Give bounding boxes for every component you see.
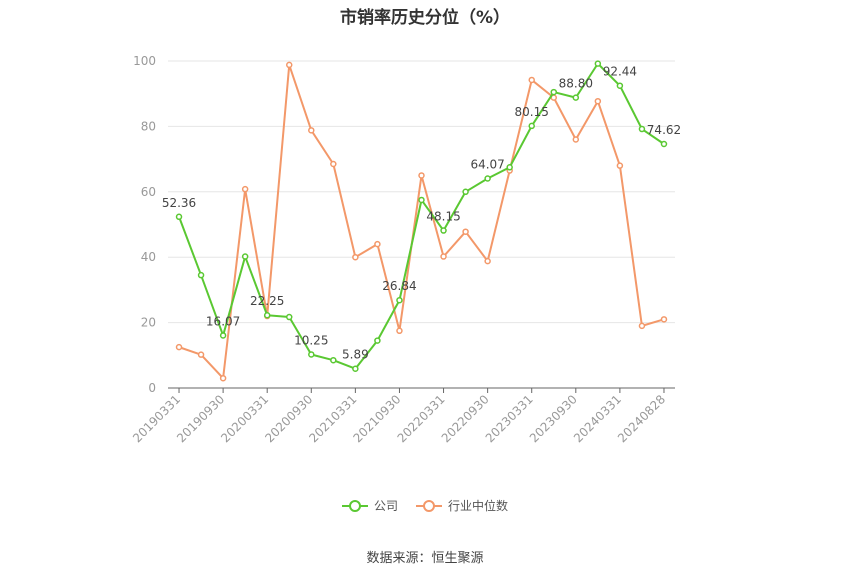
industry-point bbox=[638, 322, 646, 330]
industry-point bbox=[462, 228, 469, 235]
company-point bbox=[241, 253, 249, 260]
data-label: 22.25 bbox=[250, 294, 284, 308]
company-point bbox=[263, 311, 271, 319]
company-point bbox=[197, 271, 205, 279]
data-labels: 52.36 16.07 22.25 10.25 5.89 26.84 48.15 64.07 8… bbox=[162, 65, 681, 362]
data-label: 88.80 bbox=[559, 77, 593, 91]
industry-point bbox=[219, 374, 227, 382]
company-point bbox=[440, 227, 447, 234]
legend: 公司 行业中位数 bbox=[0, 497, 850, 514]
data-label: 16.07 bbox=[206, 314, 240, 328]
industry-line bbox=[178, 63, 665, 380]
industry-point bbox=[330, 160, 337, 168]
data-label: 5.89 bbox=[342, 348, 369, 362]
y-tick-label: 100 bbox=[133, 54, 156, 68]
grid-lines bbox=[168, 60, 675, 324]
industry-point bbox=[616, 162, 624, 169]
company-point bbox=[660, 140, 668, 148]
industry-point bbox=[484, 257, 491, 265]
industry-point bbox=[374, 240, 381, 248]
y-tick-label: 40 bbox=[141, 250, 156, 264]
series-company bbox=[175, 60, 668, 372]
data-label: 10.25 bbox=[294, 333, 328, 347]
company-point bbox=[484, 175, 491, 182]
company-point bbox=[462, 188, 469, 196]
source-note: 数据来源：恒生聚源 bbox=[366, 551, 484, 566]
industry-point bbox=[197, 351, 205, 358]
industry-point bbox=[285, 61, 293, 69]
industry-point bbox=[241, 185, 249, 193]
legend-item-company[interactable]: 公司 bbox=[341, 497, 398, 514]
company-point bbox=[330, 356, 337, 364]
legend-company-marker bbox=[341, 499, 368, 513]
industry-point bbox=[660, 316, 668, 323]
company-point bbox=[285, 313, 293, 321]
industry-point bbox=[572, 136, 580, 143]
data-label: 52.36 bbox=[162, 196, 196, 210]
industry-point bbox=[352, 253, 359, 261]
y-tick-label: 20 bbox=[141, 316, 156, 330]
legend-item-industry[interactable]: 行业中位数 bbox=[416, 497, 508, 514]
industry-point bbox=[418, 172, 425, 179]
y-tick-label: 80 bbox=[141, 119, 156, 133]
company-point bbox=[550, 88, 558, 96]
data-label: 48.15 bbox=[426, 210, 460, 224]
company-point bbox=[418, 196, 425, 204]
industry-point bbox=[440, 253, 447, 260]
company-point bbox=[506, 164, 513, 171]
legend-company-label: 公司 bbox=[373, 499, 398, 513]
company-point bbox=[219, 332, 227, 339]
company-point bbox=[308, 351, 315, 358]
company-point bbox=[638, 125, 646, 133]
x-tick-label: 20240828 bbox=[615, 392, 668, 445]
company-point bbox=[616, 82, 624, 89]
data-label: 80.15 bbox=[515, 105, 549, 119]
industry-point bbox=[528, 76, 535, 84]
industry-point bbox=[594, 97, 602, 105]
company-point bbox=[396, 296, 403, 304]
industry-point bbox=[175, 343, 183, 351]
industry-point bbox=[308, 127, 315, 134]
x-axis: 2019033120190930202003312020093020210331… bbox=[130, 387, 675, 445]
company-point bbox=[572, 94, 580, 101]
data-label: 26.84 bbox=[382, 279, 416, 293]
company-point bbox=[528, 122, 535, 130]
legend-industry-label: 行业中位数 bbox=[448, 499, 509, 513]
data-label: 74.62 bbox=[647, 123, 681, 137]
y-axis-ticks: 0 20 40 60 80 100 bbox=[133, 54, 156, 395]
company-point bbox=[374, 337, 381, 344]
data-label: 64.07 bbox=[470, 157, 504, 171]
data-label: 92.44 bbox=[603, 65, 637, 79]
y-tick-label: 0 bbox=[148, 381, 156, 395]
company-point bbox=[594, 60, 602, 67]
company-point bbox=[175, 213, 183, 221]
company-point bbox=[352, 365, 359, 372]
legend-industry-marker bbox=[416, 499, 442, 513]
chart-title: 市销率历史分位（%） bbox=[339, 8, 511, 28]
y-tick-label: 60 bbox=[141, 185, 156, 199]
series-industry bbox=[175, 61, 668, 382]
industry-point bbox=[396, 327, 403, 335]
